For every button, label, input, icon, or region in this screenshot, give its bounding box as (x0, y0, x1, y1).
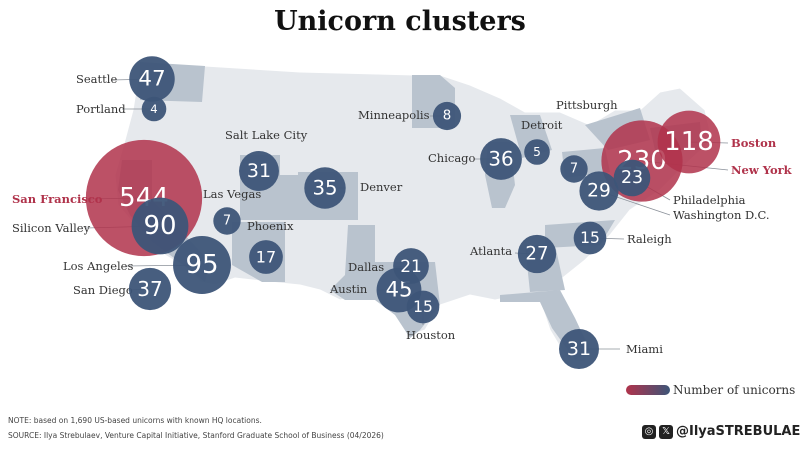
count-denver: 35 (312, 177, 337, 200)
city-bubbles: 5442301189590474537363531312927232117151… (85, 56, 721, 369)
count-atlanta: 27 (525, 244, 548, 265)
count-salt-lake-city: 31 (247, 160, 271, 182)
bubble-salt-lake-city (239, 151, 279, 191)
count-philadelphia: 23 (621, 168, 643, 188)
bubble-los-angeles (173, 236, 231, 294)
count-minneapolis: 8 (443, 109, 452, 124)
author-signature: ◎ 𝕏 @IlyaSTREBULAEV (642, 424, 800, 439)
bubble-pittsburgh (560, 155, 588, 183)
bubble-phoenix (249, 240, 283, 274)
count-las-vegas: 7 (223, 214, 231, 229)
bubble-denver (304, 167, 346, 209)
bubble-raleigh (573, 221, 607, 255)
legend-swatch (626, 385, 670, 395)
count-chicago: 36 (488, 148, 513, 171)
bubble-dallas (393, 248, 429, 284)
legend-label: Number of unicorns (673, 383, 796, 397)
map-title: Unicorn clusters (274, 6, 526, 37)
label-dallas: Dallas (348, 260, 384, 274)
label-las-vegas: Las Vegas (203, 187, 261, 201)
x-icon: 𝕏 (659, 424, 673, 439)
bubble-miami (559, 329, 599, 369)
count-phoenix: 17 (256, 248, 276, 267)
label-philadelphia: Philadelphia (673, 193, 746, 207)
city-labels: San Francisco New York Boston Los Angeles Si… (12, 72, 793, 356)
label-los-angeles: Los Angeles (63, 259, 133, 273)
bubble-portland (141, 96, 167, 122)
label-portland: Portland (76, 102, 126, 116)
count-pittsburgh: 7 (570, 162, 578, 177)
label-denver: Denver (360, 180, 403, 194)
instagram-icon: ◎ (642, 424, 656, 439)
bubble-detroit (524, 139, 550, 165)
label-seattle: Seattle (76, 72, 117, 86)
bubble-las-vegas (213, 207, 241, 235)
bubble-philadelphia (613, 159, 651, 197)
count-portland: 4 (150, 102, 157, 116)
label-salt-lake-city: Salt Lake City (225, 128, 308, 142)
count-washington-d-c: 29 (587, 181, 611, 202)
bubble-houston (406, 290, 440, 324)
bubble-minneapolis (432, 101, 462, 131)
source-text: SOURCE: Ilya Strebulaev, Venture Capital… (8, 431, 384, 440)
count-san-diego: 37 (137, 277, 162, 301)
count-silicon-valley: 90 (143, 211, 176, 241)
label-austin: Austin (329, 282, 368, 296)
bubble-san-diego (128, 267, 172, 311)
count-seattle: 47 (138, 67, 165, 92)
label-houston: Houston (406, 328, 456, 342)
count-boston: 118 (664, 127, 714, 157)
bubble-boston (657, 110, 721, 174)
label-raleigh: Raleigh (627, 232, 672, 246)
bubble-atlanta (517, 234, 557, 274)
count-dallas: 21 (400, 256, 422, 276)
author-handle: @IlyaSTREBULAEV (676, 424, 800, 439)
label-phoenix: Phoenix (247, 219, 294, 233)
label-chicago: Chicago (428, 151, 476, 165)
label-boston: Boston (731, 136, 777, 150)
bubble-seattle (129, 56, 175, 102)
label-silicon-valley: Silicon Valley (12, 221, 91, 235)
count-raleigh: 15 (580, 229, 600, 247)
count-los-angeles: 95 (185, 250, 218, 280)
bubble-silicon-valley (131, 197, 189, 255)
label-washington-d-c: Washington D.C. (673, 208, 770, 222)
note-text: NOTE: based on 1,690 US-based unicorns w… (8, 416, 262, 425)
count-miami: 31 (567, 338, 591, 360)
label-san-diego: San Diego (73, 283, 133, 297)
count-detroit: 5 (533, 145, 541, 159)
label-pittsburgh: Pittsburgh (556, 98, 618, 112)
label-minneapolis: Minneapolis (358, 108, 430, 122)
count-houston: 15 (413, 298, 433, 316)
label-atlanta: Atlanta (469, 244, 512, 258)
label-san-francisco: San Francisco (12, 192, 103, 206)
label-miami: Miami (626, 342, 663, 356)
bubble-washington-d-c (579, 171, 619, 211)
bubble-chicago (480, 138, 522, 180)
label-new-york: New York (731, 163, 793, 177)
label-detroit: Detroit (521, 118, 563, 132)
